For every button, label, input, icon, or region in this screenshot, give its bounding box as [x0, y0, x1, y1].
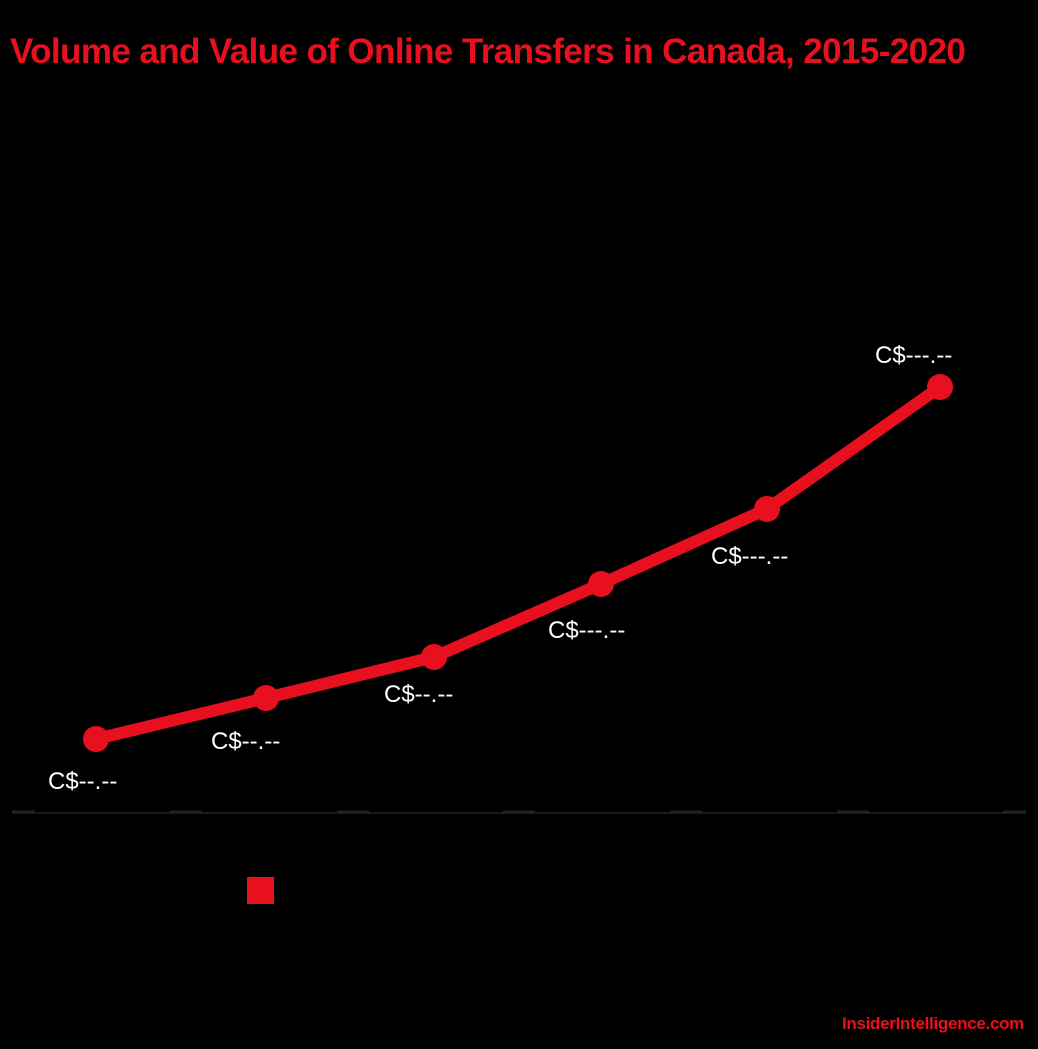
series-markers — [83, 374, 953, 752]
brand-logo[interactable]: InsiderIntelligence.com — [841, 1014, 1024, 1033]
data-point-2020 — [927, 374, 953, 400]
data-point-2018 — [588, 571, 614, 597]
data-point-2015 — [83, 726, 109, 752]
series-line — [90, 381, 946, 745]
data-label-2019: C$---.-- — [711, 543, 788, 570]
data-label-2017: C$--.-- — [384, 681, 453, 708]
data-label-2020: C$---.-- — [875, 342, 952, 369]
data-labels: C$--.-- C$--.-- C$--.-- C$---.-- C$---.-… — [48, 342, 952, 795]
data-point-2019 — [754, 496, 780, 522]
data-label-2015: C$--.-- — [48, 768, 117, 795]
data-label-2018: C$---.-- — [548, 617, 625, 644]
legend-swatch-value — [247, 877, 274, 904]
data-point-2016 — [253, 685, 279, 711]
chart-title: Volume and Value of Online Transfers in … — [10, 32, 966, 71]
data-label-2016: C$--.-- — [211, 728, 280, 755]
data-point-2017 — [421, 644, 447, 670]
